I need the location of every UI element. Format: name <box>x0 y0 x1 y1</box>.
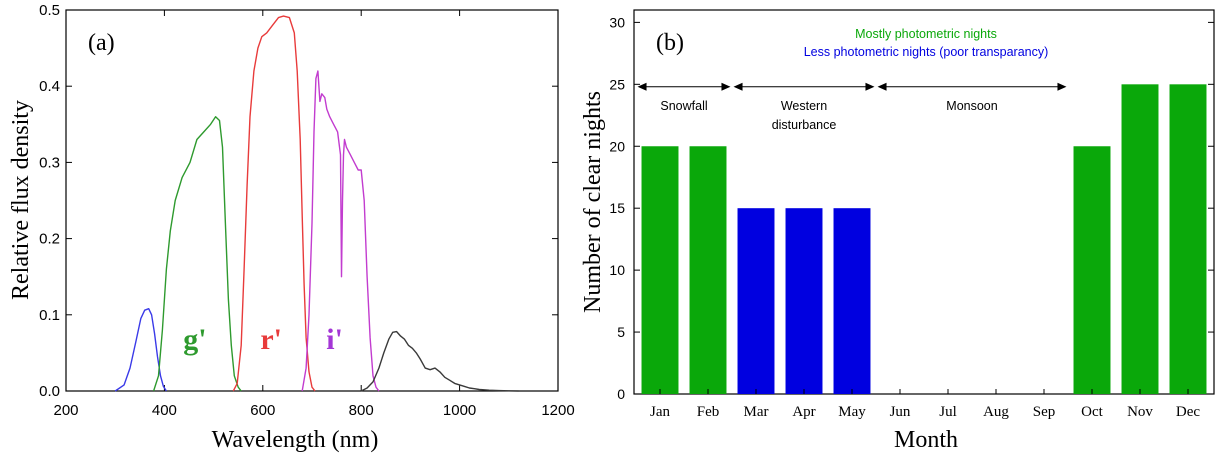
panel-a-filter-label: g' <box>183 323 206 356</box>
panel-b-x-tick-label: Mar <box>744 404 769 420</box>
panel-b-x-tick-label: Apr <box>792 404 815 420</box>
bar-jan <box>641 146 679 394</box>
panel-b-x-tick-label: Jul <box>939 404 957 420</box>
panel-a-series-line-1 <box>152 115 242 392</box>
panel-b-x-tick-label: May <box>838 404 866 420</box>
bar-nov <box>1121 84 1159 395</box>
bar-apr <box>785 208 823 394</box>
season-arrow-head-right <box>1057 82 1067 91</box>
panel-a-y-tick-label: 0.0 <box>39 383 60 400</box>
panel-a-y-tick-label: 0.1 <box>39 307 60 324</box>
panel-b-x-axis-label: Month <box>894 427 958 453</box>
panel-b-seasons: Snowfall Western disturbance Monsoon <box>637 82 1067 132</box>
panel-a-series-line-2 <box>232 15 316 392</box>
bar-dec <box>1169 84 1207 395</box>
panel-a-filter-label: r' <box>260 323 282 356</box>
panel-a-ticks: 200 400 600 800 1000 1200 0.0 0.1 0.2 0.3 0.4 0.5 <box>39 2 575 419</box>
bar-mar <box>737 208 775 394</box>
panel-b: Jan Feb Mar Apr May Jun Jul Aug Sep Oct Nov Dec 0 5 10… <box>580 9 1215 453</box>
panel-a-series-line-3 <box>301 70 380 392</box>
season-arrow-head-right <box>865 82 875 91</box>
panel-b-plot-frame <box>633 9 1215 395</box>
panel-b-x-tick-label: Jun <box>890 404 911 420</box>
panel-a-x-tick-label: 1200 <box>541 402 574 419</box>
panel-b-x-tick-label: Jan <box>650 404 670 420</box>
panel-a-annotations: g' r' i' <box>183 323 343 356</box>
panel-a-y-tick-label: 0.2 <box>39 231 60 248</box>
season-label: Snowfall <box>660 99 707 113</box>
panel-a-x-tick-label: 200 <box>53 402 78 419</box>
panel-a-plot-frame <box>65 9 559 392</box>
season-label: Western <box>781 99 827 113</box>
panel-a-x-tick-label: 800 <box>349 402 374 419</box>
season-label: disturbance <box>772 118 837 132</box>
panel-b-y-tick-label: 5 <box>617 324 625 340</box>
panel-a-x-axis-label: Wavelength (nm) <box>212 427 379 453</box>
panel-b-x-tick-label: Nov <box>1127 404 1153 420</box>
bar-feb <box>689 146 727 394</box>
panel-a-series-line-0 <box>114 308 167 392</box>
panel-b-y-axis-label: Number of clear nights <box>580 91 606 313</box>
panel-a-y-tick-label: 0.4 <box>39 78 60 95</box>
panel-a-x-tick-label: 600 <box>250 402 275 419</box>
panel-b-x-tick-label: Dec <box>1176 404 1200 420</box>
panel-a-series <box>114 15 519 392</box>
panel-a-y-tick-label: 0.3 <box>39 154 60 171</box>
panel-b-bars <box>641 84 1207 395</box>
panel-b-label: (b) <box>656 30 684 56</box>
panel-b-x-tick-label: Oct <box>1081 404 1103 420</box>
panel-b-y-tick-label: 30 <box>609 14 625 30</box>
legend-mostly-photometric: Mostly photometric nights <box>855 27 997 41</box>
season-arrow-head-right <box>721 82 731 91</box>
panel-a: 200 400 600 800 1000 1200 0.0 0.1 0.2 0.3 0.4 0.5 g… <box>8 2 575 453</box>
panel-a-x-tick-label: 400 <box>152 402 177 419</box>
panel-a-label: (a) <box>88 30 115 56</box>
season-arrow-head-left <box>733 82 743 91</box>
season-label: Monsoon <box>946 99 997 113</box>
bar-may <box>833 208 871 394</box>
panel-a-series-line-4 <box>360 330 519 392</box>
panel-a-x-tick-label: 1000 <box>443 402 476 419</box>
panel-b-y-tick-label: 10 <box>609 262 625 278</box>
panel-a-filter-label: i' <box>326 323 343 356</box>
legend-less-photometric: Less photometric nights (poor transparan… <box>804 45 1049 59</box>
bar-oct <box>1073 146 1111 394</box>
panel-b-x-tick-label: Aug <box>983 404 1009 420</box>
panel-b-y-tick-label: 0 <box>617 386 625 402</box>
panel-b-y-tick-label: 20 <box>609 138 625 154</box>
panel-b-y-tick-label: 15 <box>609 200 625 216</box>
panel-a-y-tick-label: 0.5 <box>39 2 60 19</box>
panel-b-x-tick-label: Feb <box>697 404 720 420</box>
panel-b-x-tick-label: Sep <box>1033 404 1056 420</box>
panel-b-ticks: Jan Feb Mar Apr May Jun Jul Aug Sep Oct Nov Dec 0 5 10… <box>609 14 1214 420</box>
panel-a-y-axis-label: Relative flux density <box>8 100 34 300</box>
season-arrow-head-left <box>637 82 647 91</box>
season-arrow-head-left <box>877 82 887 91</box>
panel-b-y-tick-label: 25 <box>609 76 625 92</box>
